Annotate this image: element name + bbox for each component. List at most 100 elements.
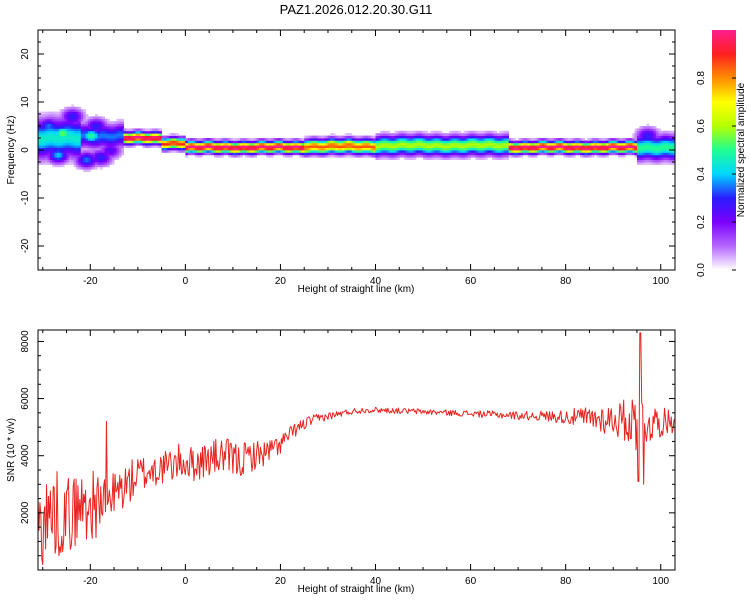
heatmap-cell — [377, 142, 381, 146]
heatmap-cell — [102, 138, 105, 141]
heatmap-cell — [218, 142, 222, 146]
heatmap-cell — [278, 145, 281, 148]
heatmap-cell — [99, 145, 103, 148]
heatmap-cell — [66, 142, 70, 146]
heatmap-cell — [449, 138, 452, 141]
heatmap-cell — [603, 154, 607, 158]
heatmap-cell — [458, 138, 462, 141]
heatmap-cell — [147, 133, 151, 136]
heatmap-cell — [449, 154, 452, 158]
heatmap-cell — [156, 128, 160, 132]
heatmap-cell — [301, 154, 305, 158]
heatmap-cell — [76, 106, 79, 110]
heatmap-cell — [185, 138, 189, 141]
heatmap-cell — [394, 147, 398, 151]
heatmap-cell — [546, 145, 550, 148]
heatmap-cell — [299, 142, 303, 146]
heatmap-cell — [667, 157, 671, 160]
heatmap-cell — [102, 152, 105, 156]
heatmap-cell — [423, 140, 426, 144]
heatmap-cell — [52, 133, 56, 136]
heatmap-cell — [596, 150, 600, 153]
heatmap-cell — [472, 140, 476, 144]
heatmap-cell — [342, 152, 346, 156]
heatmap-cell — [401, 152, 405, 156]
heatmap-cell — [361, 154, 365, 158]
heatmap-cell — [354, 140, 357, 144]
heatmap-cell — [494, 138, 498, 141]
heatmap-cell — [294, 140, 298, 144]
heatmap-cell — [532, 145, 536, 148]
heatmap-cell — [655, 145, 659, 148]
heatmap-cell — [387, 142, 391, 146]
heatmap-cell — [114, 152, 117, 156]
heatmap-cell — [525, 142, 529, 146]
heatmap-cell — [458, 135, 462, 139]
heatmap-cell — [289, 142, 293, 146]
heatmap-cell — [311, 150, 315, 153]
heatmap-cell — [396, 157, 400, 160]
heatmap-cell — [382, 145, 386, 148]
colorbar-ticks: 0.00.20.40.60.8 — [696, 71, 736, 277]
heatmap-cell — [92, 152, 96, 156]
heatmap-cell — [40, 142, 44, 146]
heatmap-cell — [449, 150, 452, 153]
heatmap-cell — [87, 164, 91, 168]
heatmap-cell — [99, 142, 103, 146]
heatmap-cell — [392, 135, 395, 139]
heatmap-cell — [114, 145, 117, 148]
heatmap-cell — [487, 145, 491, 148]
heatmap-cell — [411, 133, 414, 136]
heatmap-cell — [489, 154, 493, 158]
heatmap-cell — [449, 135, 452, 139]
heatmap-cell — [171, 138, 174, 141]
heatmap-cell — [304, 140, 307, 144]
heatmap-cell — [40, 154, 44, 158]
heatmap-cell — [109, 142, 113, 146]
heatmap-cell — [114, 133, 117, 136]
heatmap-cell — [601, 150, 605, 153]
heatmap-cell — [297, 150, 300, 153]
heatmap-cell — [477, 135, 481, 139]
heatmap-cell — [404, 147, 407, 151]
heatmap-cell — [501, 145, 505, 148]
heatmap-cell — [118, 118, 122, 122]
heatmap-cell — [339, 154, 343, 158]
heatmap-cell — [242, 142, 246, 146]
heatmap-cell — [339, 147, 343, 151]
heatmap-cell — [40, 145, 44, 148]
heatmap-cell — [97, 147, 101, 151]
heatmap-cell — [494, 133, 498, 136]
heatmap-cell — [92, 164, 96, 168]
heatmap-cell — [311, 154, 315, 158]
heatmap-cell — [142, 145, 146, 148]
heatmap-cell — [114, 130, 117, 134]
heatmap-cell — [494, 147, 498, 151]
heatmap-cell — [180, 145, 184, 148]
heatmap-cell — [59, 152, 63, 156]
heatmap-cell — [558, 150, 562, 153]
heatmap-cell — [59, 133, 63, 136]
heatmap-cell — [387, 135, 391, 139]
heatmap-cell — [301, 145, 305, 148]
heatmap-cell — [499, 157, 502, 160]
heatmap-cell — [672, 150, 675, 153]
heatmap-cell — [644, 128, 647, 132]
heatmap-cell — [216, 140, 220, 144]
heatmap-cell — [560, 145, 564, 148]
heatmap-cell — [415, 147, 419, 151]
heatmap-cell — [522, 142, 526, 146]
heatmap-cell — [646, 123, 650, 127]
heatmap-cell — [240, 147, 243, 151]
heatmap-cell — [465, 157, 469, 160]
heatmap-cell — [323, 140, 326, 144]
heatmap-cell — [351, 142, 355, 146]
heatmap-cell — [499, 154, 502, 158]
heatmap-cell — [83, 116, 86, 120]
heatmap-cell — [42, 142, 46, 146]
heatmap-cell — [182, 145, 186, 148]
heatmap-cell — [97, 118, 101, 122]
heatmap-cell — [617, 138, 621, 141]
heatmap-cell — [306, 147, 310, 151]
heatmap-cell — [511, 150, 514, 153]
